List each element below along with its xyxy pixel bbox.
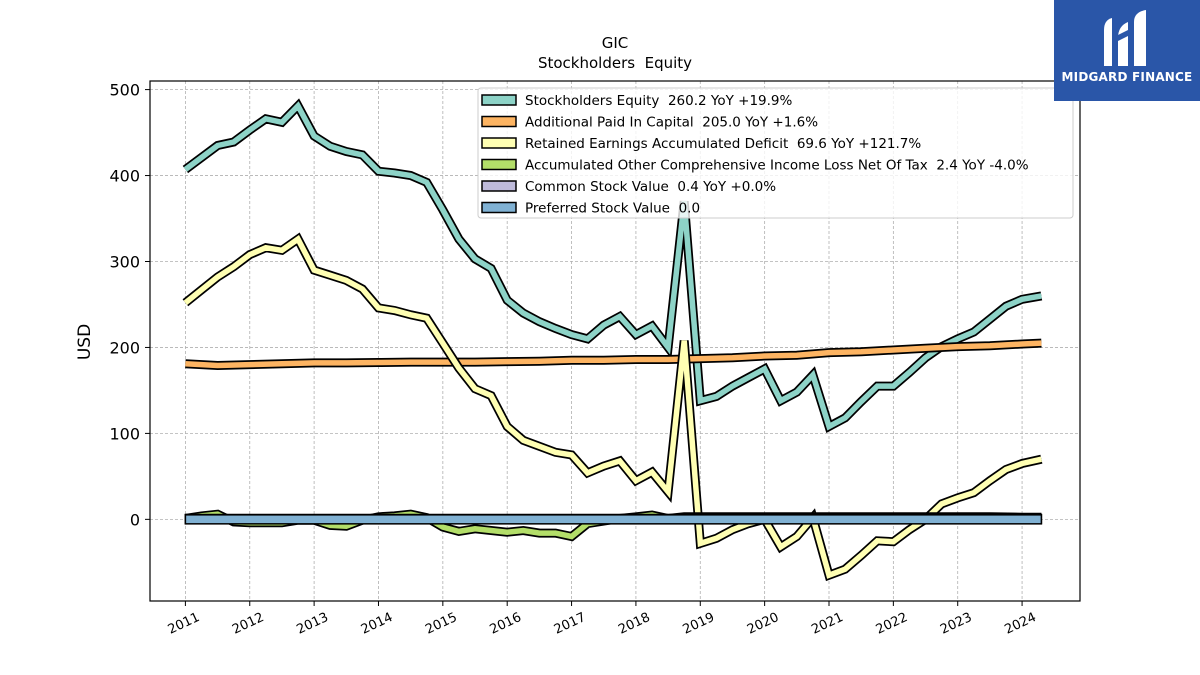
series-line	[185, 338, 1042, 371]
legend-item: Stockholders Equity 260.2 YoY +19.9%	[481, 93, 793, 109]
brand-logo: MIDGARD FINANCE	[1054, 0, 1200, 101]
series-lines	[182, 98, 1043, 582]
brand-name: MIDGARD FINANCE	[1061, 70, 1193, 84]
legend-label: Stockholders Equity 260.2 YoY +19.9%	[525, 93, 793, 109]
legend-label: Preferred Stock Value 0.0	[525, 201, 700, 217]
legend-item: Accumulated Other Comprehensive Income L…	[481, 158, 1029, 174]
y-tick-label: 200	[109, 338, 140, 357]
legend-swatch	[481, 158, 517, 171]
legend-swatch	[481, 115, 517, 128]
plot-frame	[149, 80, 1081, 602]
y-tick-label: 300	[109, 252, 140, 271]
series-line	[182, 232, 1043, 582]
chart-subtitle: Stockholders Equity	[538, 54, 692, 72]
series-line	[182, 98, 1043, 434]
legend-swatch	[481, 201, 517, 214]
legend-item: Retained Earnings Accumulated Deficit 69…	[481, 136, 921, 152]
legend-box	[477, 87, 1074, 219]
legend: Stockholders Equity 260.2 YoY +19.9% Addi…	[477, 87, 1074, 219]
series-stroke	[185, 340, 1042, 369]
series-band	[184, 514, 1043, 525]
series-stroke	[183, 101, 1042, 431]
y-tick-label: 500	[109, 81, 140, 100]
legend-label: Retained Earnings Accumulated Deficit 69…	[525, 136, 921, 152]
series-line	[184, 514, 1043, 525]
legend-item: Preferred Stock Value 0.0	[481, 201, 700, 217]
legend-swatch	[481, 94, 517, 106]
legend-label: Additional Paid In Capital 205.0 YoY +1.…	[525, 115, 818, 131]
chart-title: GIC	[602, 34, 629, 52]
legend-label: Common Stock Value 0.4 YoY +0.0%	[525, 179, 776, 195]
y-tick-label: 400	[109, 167, 140, 186]
legend-swatch	[481, 180, 517, 192]
midgard-m-logo-icon	[1104, 10, 1146, 66]
y-tick-label: 0	[130, 510, 140, 529]
legend-item: Additional Paid In Capital 205.0 YoY +1.…	[481, 115, 818, 131]
legend-label: Accumulated Other Comprehensive Income L…	[525, 158, 1029, 174]
y-tick-label: 100	[109, 424, 140, 443]
legend-swatch	[481, 137, 517, 149]
series-stroke	[183, 235, 1042, 579]
y-axis-label: USD	[75, 324, 95, 360]
legend-item: Common Stock Value 0.4 YoY +0.0%	[481, 179, 776, 195]
